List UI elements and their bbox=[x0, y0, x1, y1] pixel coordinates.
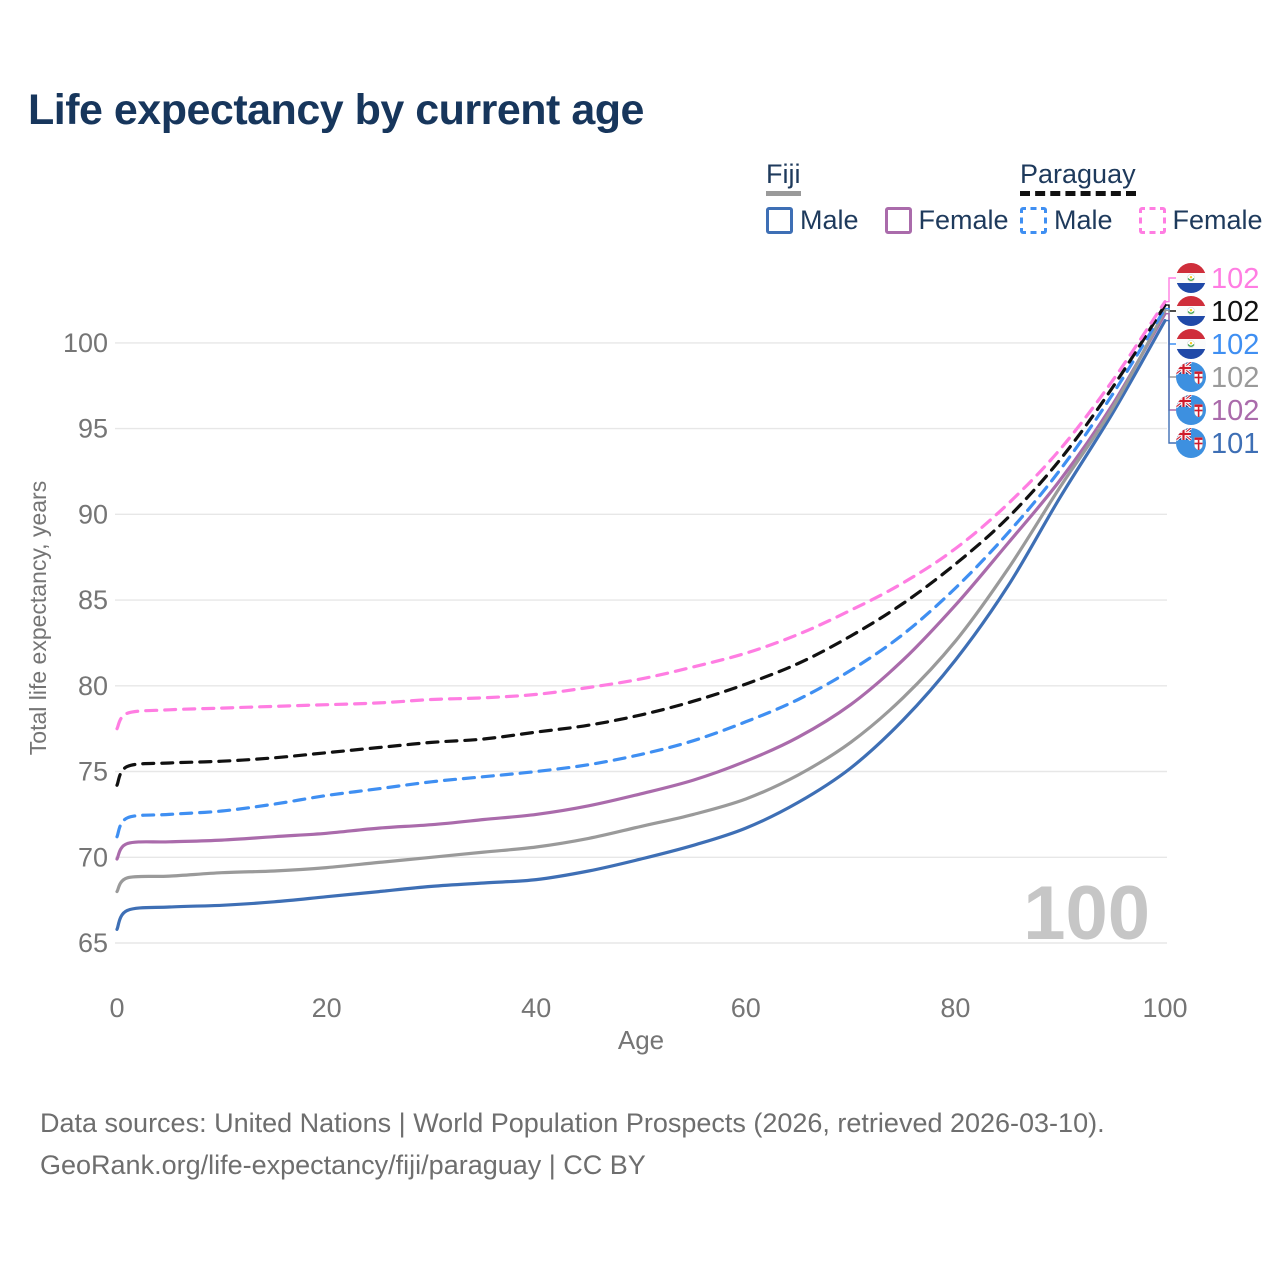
y-tick-label: 95 bbox=[78, 414, 108, 444]
paraguay-flag-icon bbox=[1176, 263, 1206, 293]
legend: Fiji Male Female Paraguay Male bbox=[0, 160, 1280, 244]
series-line-paraguay-female[interactable] bbox=[115, 300, 1167, 731]
y-axis-title: Total life expectancy, years bbox=[25, 481, 51, 755]
legend-paraguay-male-label: Male bbox=[1054, 205, 1113, 236]
legend-paraguay-female-label: Female bbox=[1172, 205, 1263, 236]
label-leader-line bbox=[1165, 319, 1176, 444]
page-title: Life expectancy by current age bbox=[28, 86, 644, 134]
x-tick-label: 40 bbox=[521, 993, 551, 1023]
legend-group-paraguay: Paraguay Male Female bbox=[1020, 160, 1263, 236]
x-tick-label: 0 bbox=[109, 993, 124, 1023]
x-tick-label: 20 bbox=[312, 993, 342, 1023]
paraguay-male-swatch-icon bbox=[1020, 207, 1047, 235]
footer: Data sources: United Nations | World Pop… bbox=[40, 1102, 1105, 1186]
legend-item-fiji-male[interactable]: Male bbox=[766, 205, 859, 236]
series-line-paraguay-male[interactable] bbox=[115, 307, 1167, 839]
legend-item-fiji-female[interactable]: Female bbox=[884, 205, 1009, 236]
y-tick-label: 100 bbox=[63, 328, 108, 358]
series-line-fiji-female[interactable] bbox=[115, 312, 1167, 861]
legend-paraguay-title[interactable]: Paraguay bbox=[1020, 160, 1136, 197]
paraguay-female-swatch-icon bbox=[1138, 207, 1166, 235]
end-value-label-paraguay-female[interactable]: 102 bbox=[1211, 263, 1259, 295]
footer-data-sources: Data sources: United Nations | World Pop… bbox=[40, 1108, 1105, 1138]
legend-fiji-male-label: Male bbox=[800, 205, 859, 236]
x-tick-label: 100 bbox=[1142, 993, 1187, 1023]
legend-fiji-title[interactable]: Fiji bbox=[766, 160, 801, 197]
fiji-flag-icon bbox=[1176, 395, 1206, 425]
end-value-label-fiji-both-sexes[interactable]: 102 bbox=[1211, 362, 1259, 394]
legend-fiji-female-label: Female bbox=[918, 205, 1009, 236]
fiji-male-swatch-icon bbox=[766, 207, 793, 235]
legend-paraguay-items: Male Female bbox=[1020, 205, 1263, 236]
series-line-paraguay-both-sexes[interactable] bbox=[115, 303, 1167, 787]
y-tick-label: 80 bbox=[78, 671, 108, 701]
y-tick-label: 70 bbox=[78, 842, 108, 872]
x-axis-title: Age bbox=[618, 1025, 664, 1055]
series-line-fiji-both-sexes[interactable] bbox=[115, 308, 1167, 894]
x-tick-label: 80 bbox=[940, 993, 970, 1023]
y-tick-label: 85 bbox=[78, 585, 108, 615]
y-tick-label: 75 bbox=[78, 757, 108, 787]
fiji-female-swatch-icon bbox=[884, 207, 912, 235]
legend-group-fiji: Fiji Male Female bbox=[766, 160, 1009, 236]
label-leader-line bbox=[1165, 313, 1176, 411]
legend-item-paraguay-female[interactable]: Female bbox=[1138, 205, 1263, 236]
legend-item-paraguay-male[interactable]: Male bbox=[1020, 205, 1113, 236]
paraguay-flag-icon bbox=[1176, 329, 1206, 359]
age-watermark: 100 bbox=[1023, 871, 1150, 956]
x-tick-label: 60 bbox=[731, 993, 761, 1023]
y-tick-label: 90 bbox=[78, 499, 108, 529]
fiji-flag-icon bbox=[1176, 428, 1206, 458]
series-line-fiji-male[interactable] bbox=[115, 319, 1167, 931]
end-value-label-fiji-female[interactable]: 102 bbox=[1211, 395, 1259, 427]
end-value-label-fiji-male[interactable]: 101 bbox=[1211, 428, 1259, 460]
label-leader-line bbox=[1165, 277, 1176, 303]
end-value-label-paraguay-both-sexes[interactable]: 102 bbox=[1211, 296, 1259, 328]
end-value-label-paraguay-male[interactable]: 102 bbox=[1211, 329, 1259, 361]
legend-fiji-items: Male Female bbox=[766, 205, 1009, 236]
fiji-flag-icon bbox=[1176, 362, 1206, 392]
footer-attribution: GeoRank.org/life-expectancy/fiji/paragua… bbox=[40, 1150, 646, 1180]
paraguay-flag-icon bbox=[1176, 296, 1206, 326]
y-tick-label: 65 bbox=[78, 928, 108, 958]
